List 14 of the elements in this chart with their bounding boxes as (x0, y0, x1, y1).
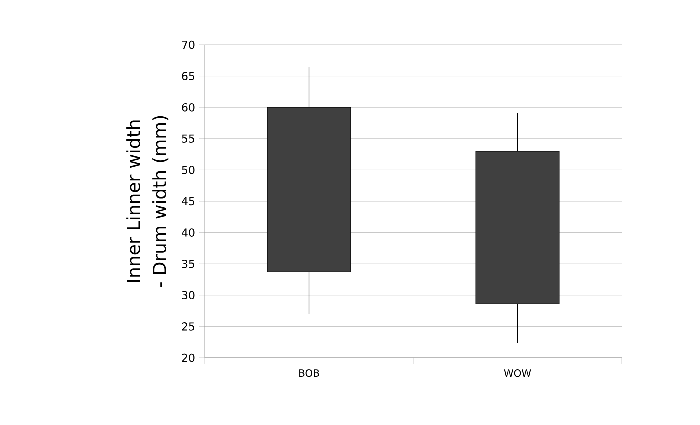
y-tick-label: 25 (182, 322, 195, 331)
y-tick-label: 65 (182, 72, 195, 80)
y-tick-label: 55 (182, 134, 195, 143)
y-tick-label: 35 (182, 260, 195, 268)
y-tick-label: 40 (182, 228, 195, 237)
y-tick-label: 50 (182, 166, 195, 174)
y-tick-label: 20 (182, 354, 195, 362)
x-tick-label: BOB (300, 370, 320, 378)
y-tick-label: 70 (182, 40, 195, 50)
x-tick-label: WOW (504, 370, 532, 378)
y-axis-title: Inner Linner width - Drum width (mm) (126, 116, 169, 288)
y-tick-label: 45 (182, 197, 195, 206)
y-tick-label: 60 (182, 103, 195, 112)
y-tick-label: 30 (182, 291, 195, 300)
